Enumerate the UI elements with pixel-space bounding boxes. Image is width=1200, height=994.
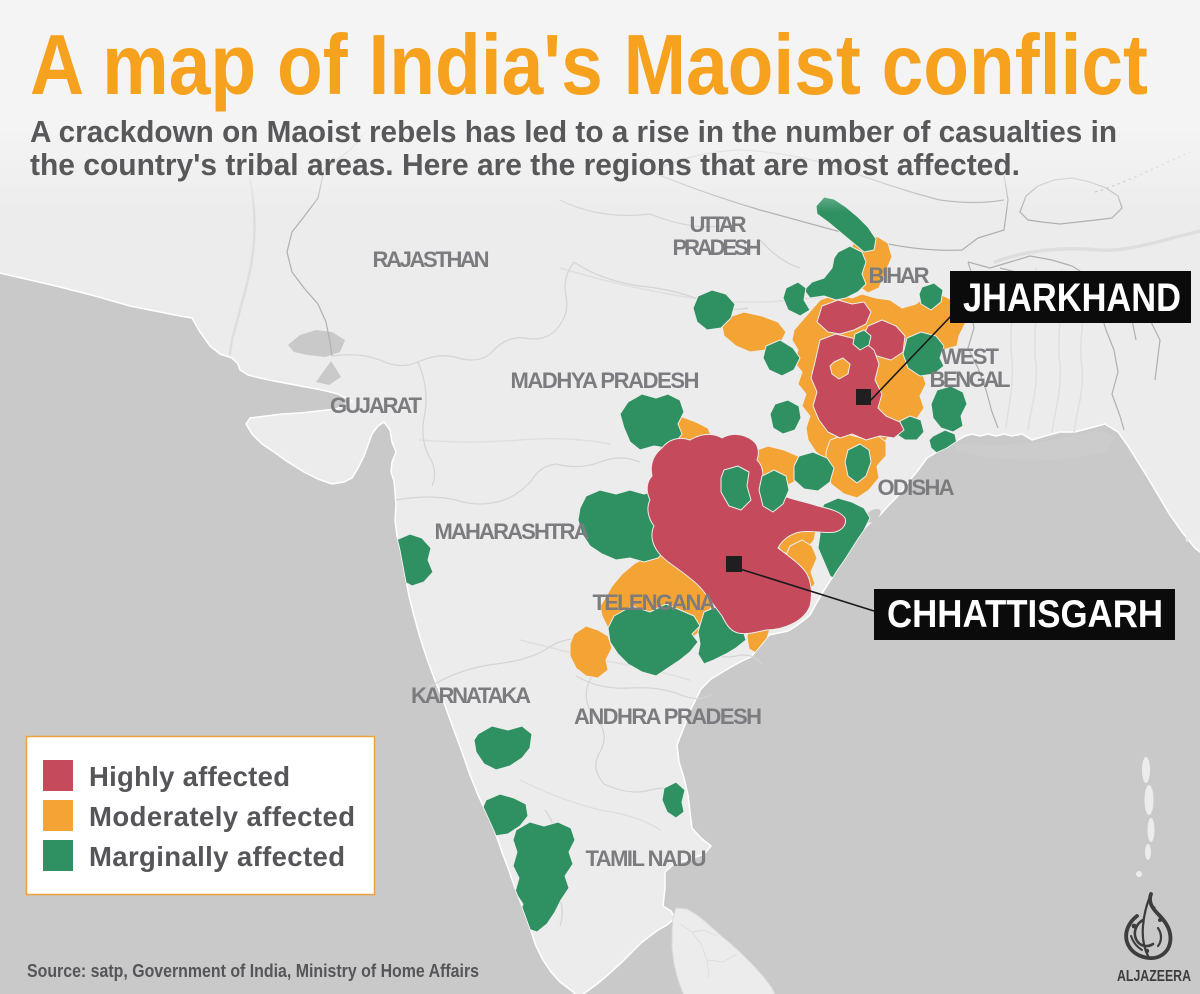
svg-text:MADHYA PRADESH: MADHYA PRADESH (511, 368, 700, 393)
svg-text:RAJASTHAN: RAJASTHAN (373, 247, 490, 272)
svg-text:CHHATTISGARH: CHHATTISGARH (887, 593, 1163, 636)
svg-text:BENGAL: BENGAL (930, 367, 1011, 392)
svg-text:the country's tribal areas. He: the country's tribal areas. Here are the… (30, 147, 1020, 182)
svg-text:BIHAR: BIHAR (869, 263, 930, 288)
svg-text:PRADESH: PRADESH (673, 235, 762, 260)
svg-text:JHARKHAND: JHARKHAND (963, 276, 1181, 320)
svg-text:ALJAZEERA: ALJAZEERA (1117, 968, 1191, 985)
svg-text:WEST: WEST (941, 344, 1000, 369)
svg-text:UTTAR: UTTAR (690, 212, 747, 237)
svg-text:Moderately affected: Moderately affected (89, 801, 355, 832)
svg-text:TAMIL NADU: TAMIL NADU (586, 846, 707, 871)
svg-text:GUJARAT: GUJARAT (330, 393, 423, 418)
svg-text:A map of India's Maoist confli: A map of India's Maoist conflict (30, 18, 1148, 113)
svg-text:ODISHA: ODISHA (878, 475, 955, 500)
svg-text:TELENGANA: TELENGANA (593, 590, 716, 615)
svg-text:ANDHRA PRADESH: ANDHRA PRADESH (574, 704, 762, 729)
svg-text:A crackdown on Maoist rebels h: A crackdown on Maoist rebels has led to … (30, 114, 1117, 149)
svg-text:Source: satp, Government of In: Source: satp, Government of India, Minis… (27, 960, 479, 981)
svg-text:KARNATAKA: KARNATAKA (411, 683, 531, 708)
svg-text:MAHARASHTRA: MAHARASHTRA (435, 519, 590, 544)
svg-text:Marginally affected: Marginally affected (89, 841, 345, 872)
svg-text:Highly affected: Highly affected (89, 761, 290, 792)
